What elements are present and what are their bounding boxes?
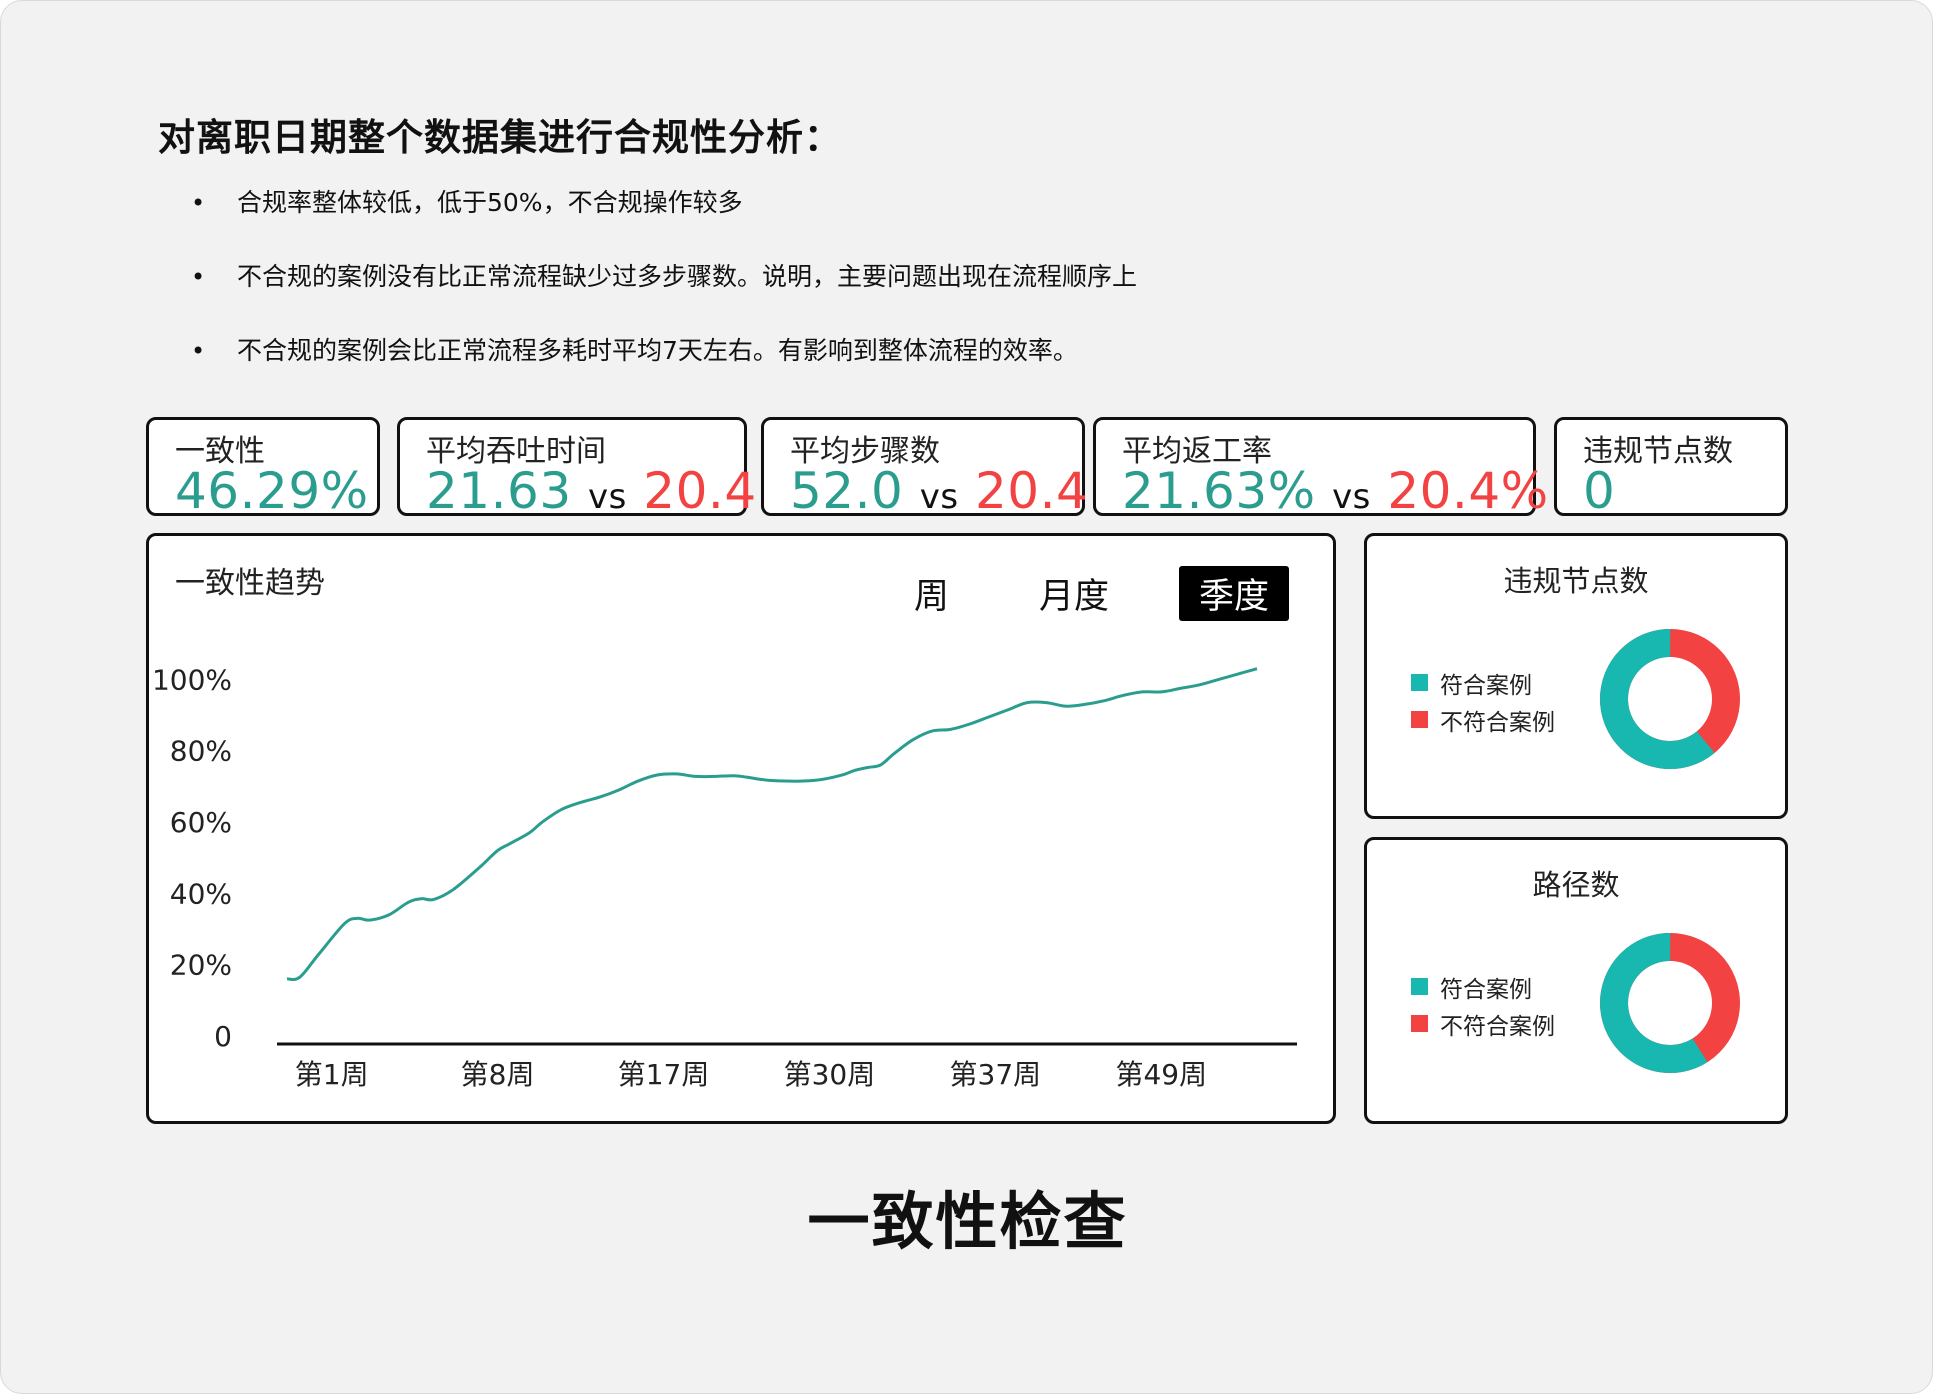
kpi-compare-value: 20.4 — [974, 462, 1089, 520]
kpi-compare-value: 20.4 — [643, 462, 757, 520]
analysis-bullets: • 合规率整体较低，低于50%，不合规操作较多 • 不合规的案例没有比正常流程缺少过… — [191, 183, 1137, 405]
trend-chart-card: 一致性趋势 周 月度 季度 0 20% 40% 60% 80% 100% 第1周 第8周 第17… — [146, 533, 1336, 1124]
kpi-compare-value: 20.4% — [1387, 462, 1549, 520]
bullet-item: • 合规率整体较低，低于50%，不合规操作较多 — [191, 183, 1137, 257]
page-title: 一致性检查 — [807, 1185, 1128, 1258]
legend-label: 不符合案例 — [1440, 1013, 1555, 1040]
bullet-item: • 不合规的案例没有比正常流程缺少过多步骤数。说明，主要问题出现在流程顺序上 — [191, 257, 1137, 331]
bullet-dot: • — [191, 189, 206, 217]
kpi-card-rework: 平均返工率 21.63% vs 20.4% — [1093, 417, 1548, 520]
x-tick-label: 第37周 — [950, 1058, 1042, 1091]
kpi-value: 0 — [1583, 462, 1615, 520]
kpi-label: 平均吞吐时间 — [426, 434, 606, 469]
y-tick-label: 0 — [214, 1020, 232, 1053]
kpi-label: 一致性 — [175, 434, 265, 469]
legend-swatch-red — [1411, 711, 1428, 728]
kpi-primary-value: 21.63% — [1122, 462, 1316, 520]
donut-chart-violations — [1600, 629, 1740, 769]
bullet-dot: • — [191, 337, 206, 365]
kpi-card-steps: 平均步骤数 52.0 vs 20.4 — [761, 417, 1088, 520]
donut-card-violations: 违规节点数 符合案例 不符合案例 — [1364, 533, 1788, 819]
legend-swatch-red — [1411, 1015, 1428, 1032]
y-tick-label: 20% — [170, 949, 232, 982]
x-tick-label: 第30周 — [784, 1058, 876, 1091]
bullet-text: 合规率整体较低，低于50%，不合规操作较多 — [237, 188, 743, 217]
tab-week[interactable]: 周 — [913, 577, 949, 617]
donut-legend: 符合案例 不符合案例 — [1411, 968, 1555, 1042]
legend-item-compliant: 符合案例 — [1411, 664, 1555, 701]
kpi-value: 21.63 vs 20.4 — [426, 462, 757, 520]
kpi-label: 违规节点数 — [1583, 434, 1733, 469]
legend-item-noncompliant: 不符合案例 — [1411, 1005, 1555, 1042]
legend-label: 不符合案例 — [1440, 709, 1555, 736]
donut-title: 路径数 — [1532, 868, 1620, 902]
legend-swatch-teal — [1411, 674, 1428, 691]
tab-quarter[interactable]: 季度 — [1178, 566, 1289, 621]
legend-label: 符合案例 — [1440, 672, 1532, 699]
kpi-vs: vs — [919, 477, 959, 517]
bullet-item: • 不合规的案例会比正常流程多耗时平均7天左右。有影响到整体流程的效率。 — [191, 331, 1137, 405]
kpi-card-throughput: 平均吞吐时间 21.63 vs 20.4 — [397, 417, 756, 520]
kpi-primary-value: 52.0 — [790, 462, 904, 520]
kpi-value: 52.0 vs 20.4 — [790, 462, 1088, 520]
legend-swatch-teal — [1411, 978, 1428, 995]
legend-label: 符合案例 — [1440, 976, 1532, 1003]
y-tick-label: 60% — [170, 806, 232, 839]
donut-chart-paths — [1600, 933, 1740, 1073]
tab-month[interactable]: 月度 — [1038, 577, 1109, 617]
bullet-text: 不合规的案例没有比正常流程缺少过多步骤数。说明，主要问题出现在流程顺序上 — [237, 262, 1138, 291]
kpi-primary-value: 46.29% — [175, 462, 369, 520]
y-tick-label: 100% — [152, 663, 232, 696]
donut-card-paths: 路径数 符合案例 不符合案例 — [1364, 837, 1788, 1124]
kpi-label: 平均返工率 — [1122, 434, 1272, 469]
y-tick-label: 80% — [170, 735, 232, 768]
consistency-series-line — [286, 667, 1258, 982]
legend-item-compliant: 符合案例 — [1411, 968, 1555, 1005]
legend-item-noncompliant: 不符合案例 — [1411, 701, 1555, 738]
period-tabs: 周 月度 季度 — [894, 566, 1289, 621]
kpi-vs: vs — [588, 477, 627, 517]
kpi-primary-value: 21.63 — [426, 462, 572, 520]
bullet-dot: • — [191, 263, 206, 291]
kpi-label: 平均步骤数 — [790, 434, 940, 469]
kpi-value: 21.63% vs 20.4% — [1122, 462, 1549, 520]
kpi-value: 46.29% — [175, 462, 369, 520]
kpi-card-consistency: 一致性 46.29% — [146, 417, 380, 520]
kpi-card-violations: 违规节点数 0 — [1554, 417, 1788, 520]
x-tick-label: 第8周 — [461, 1058, 535, 1091]
analysis-heading: 对离职日期整个数据集进行合规性分析： — [158, 116, 842, 159]
trend-line-chart: 0 20% 40% 60% 80% 100% 第1周 第8周 第17周 第30周 第37周 第49周 — [152, 663, 1297, 1091]
x-tick-label: 第17周 — [618, 1058, 710, 1091]
y-tick-label: 40% — [170, 877, 232, 910]
x-tick-label: 第1周 — [295, 1058, 369, 1091]
x-tick-label: 第49周 — [1115, 1058, 1207, 1091]
bullet-text: 不合规的案例会比正常流程多耗时平均7天左右。有影响到整体流程的效率。 — [237, 336, 1078, 365]
donut-title: 违规节点数 — [1503, 564, 1649, 598]
trend-title: 一致性趋势 — [175, 566, 325, 601]
kpi-primary-value: 0 — [1583, 462, 1616, 520]
donut-legend: 符合案例 不符合案例 — [1411, 664, 1555, 738]
kpi-vs: vs — [1332, 477, 1371, 517]
